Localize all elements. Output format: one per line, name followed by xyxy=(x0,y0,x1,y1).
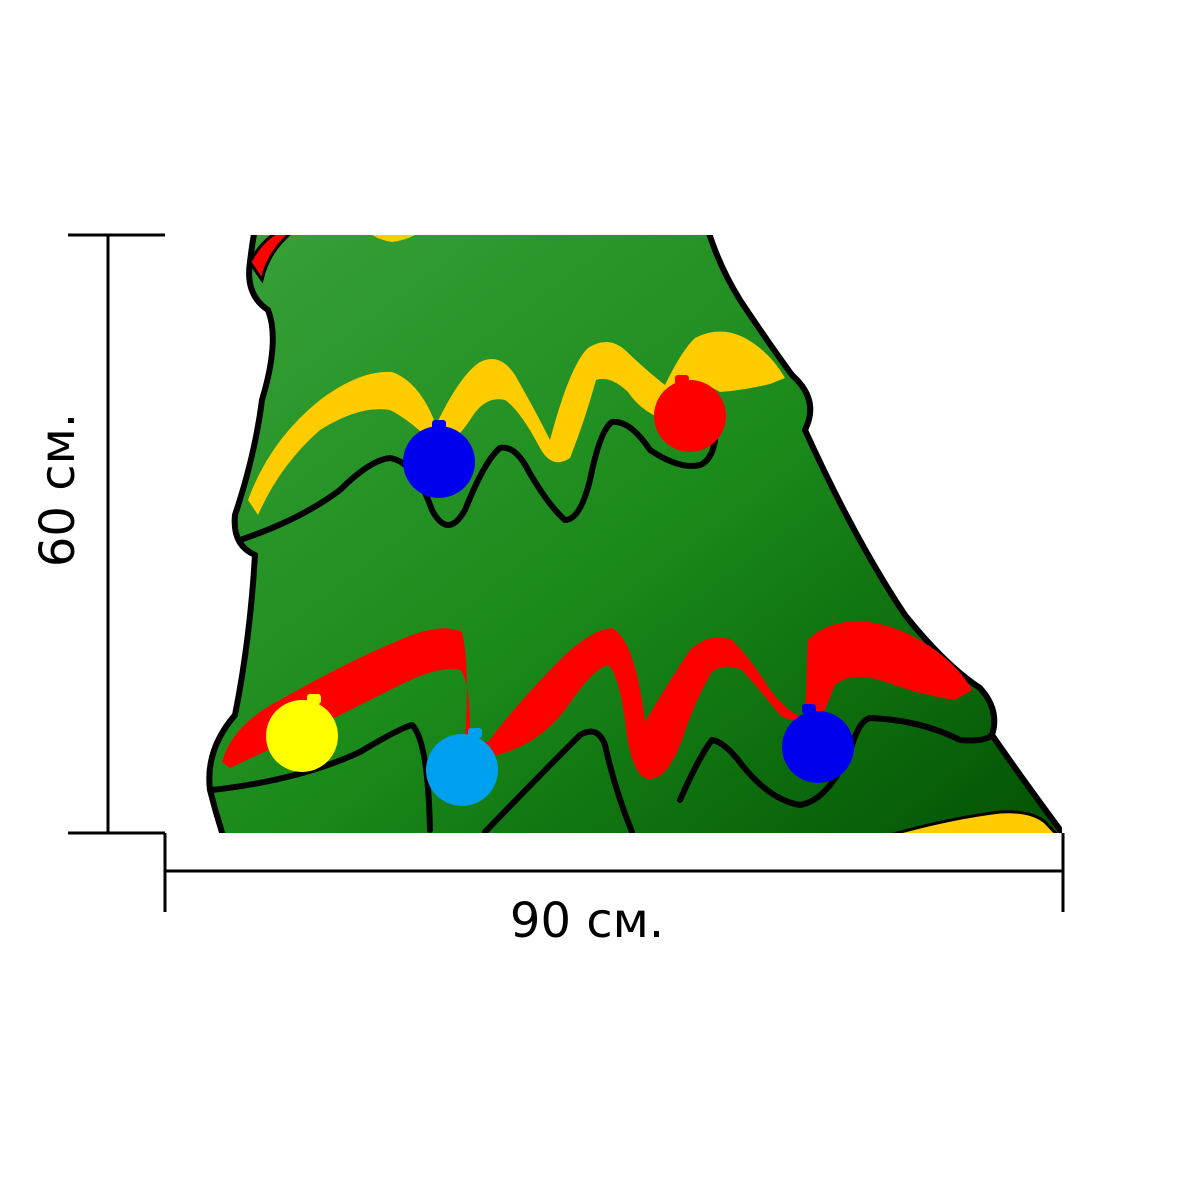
bottom-yellow-garland xyxy=(891,810,1058,833)
upper-branch-outline xyxy=(237,418,718,543)
ornament-red-upper xyxy=(654,375,726,452)
width-dimension-line xyxy=(163,833,1065,912)
ornament-light-blue-lower xyxy=(426,728,498,806)
ornament-yellow-lower xyxy=(266,694,338,772)
width-label: 90 см. xyxy=(509,893,665,949)
ornament-blue-lower xyxy=(782,704,854,783)
height-dimension-line xyxy=(68,233,165,835)
top-red-stripe xyxy=(248,235,291,284)
tree-body xyxy=(206,235,1062,833)
lower-red-garland xyxy=(222,621,972,779)
print-area xyxy=(206,235,1062,833)
top-yellow-accent xyxy=(372,235,415,242)
ornament-blue-upper xyxy=(403,420,475,498)
lower-branch-outline xyxy=(209,715,995,833)
upper-yellow-garland xyxy=(248,331,785,515)
height-label: 60 см. xyxy=(30,412,86,568)
